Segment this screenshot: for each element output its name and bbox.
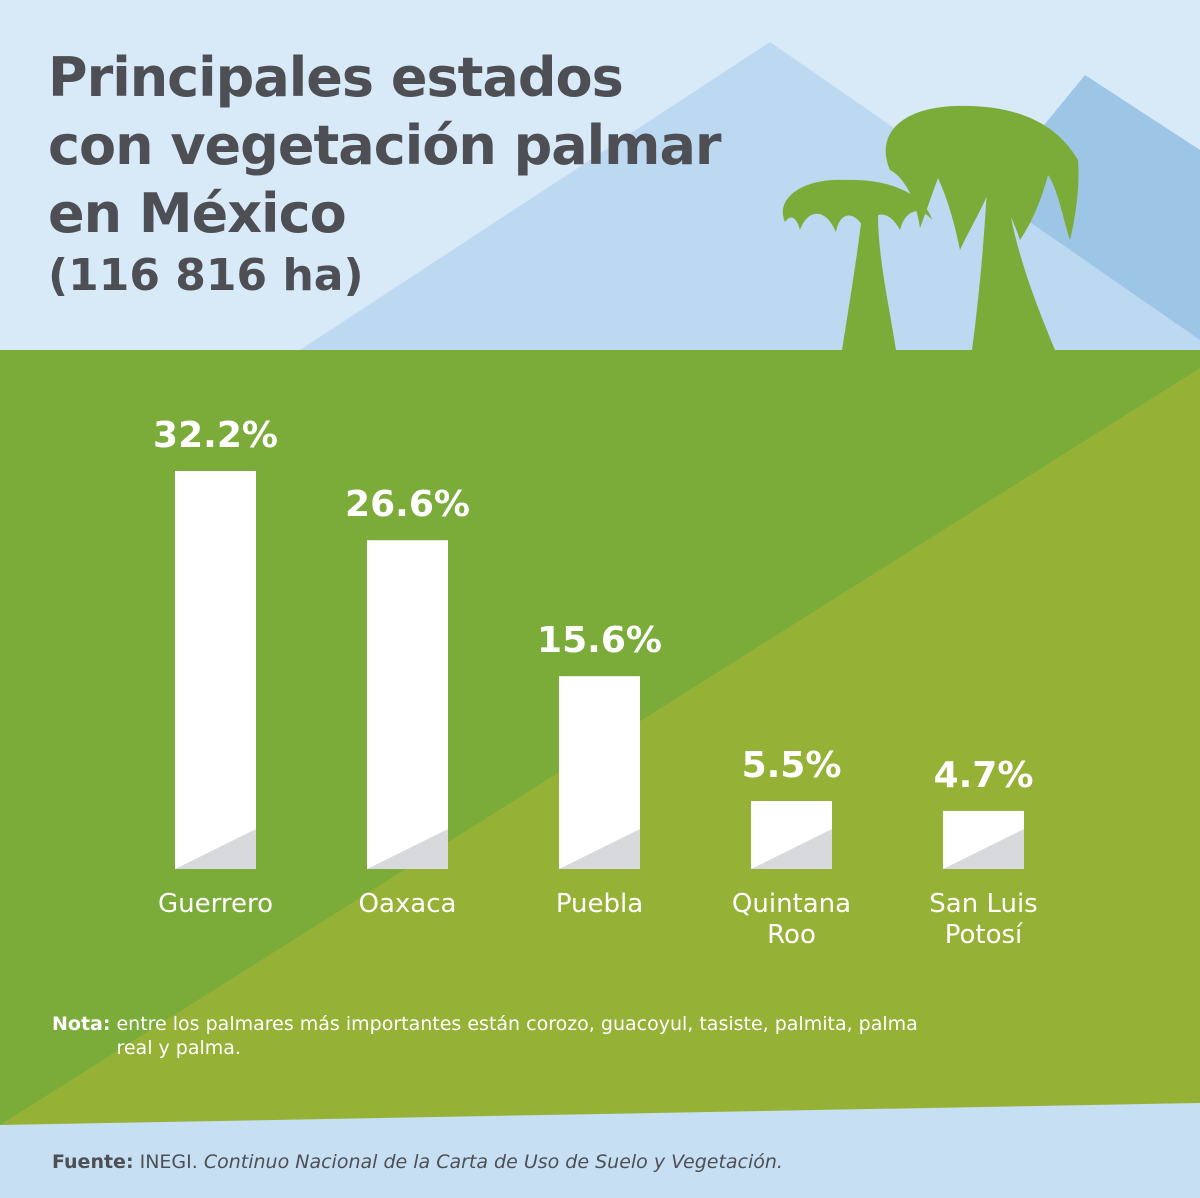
source-title: Continuo Nacional de la Carta de Uso de … <box>203 1151 783 1173</box>
bar-shadow <box>367 829 448 869</box>
title-line: en México <box>48 182 347 245</box>
category-label: San Luis <box>929 889 1037 919</box>
note: Nota: entre los palmares más importantes… <box>52 1012 932 1060</box>
footer-band <box>0 1103 1200 1198</box>
bar-shadow <box>175 829 256 869</box>
bar <box>367 540 448 869</box>
category-label: Potosí <box>945 920 1023 950</box>
category-label: Puebla <box>556 889 643 919</box>
palm-trees-icon <box>782 105 1079 350</box>
value-label: 5.5% <box>742 745 842 786</box>
bar <box>175 471 256 869</box>
category-label: Quintana <box>732 889 851 919</box>
note-text: entre los palmares más importantes están… <box>116 1013 918 1059</box>
value-label: 15.6% <box>537 620 662 661</box>
title-line: Principales estados <box>48 46 624 109</box>
category-label: Roo <box>767 920 816 950</box>
source-label: Fuente: <box>52 1151 134 1173</box>
title-line: con vegetación palmar <box>48 114 722 177</box>
mountain-front <box>300 42 1200 350</box>
value-label: 26.6% <box>345 484 470 525</box>
source-footer: Fuente: INEGI. Continuo Nacional de la C… <box>52 1151 783 1173</box>
value-label: 4.7% <box>934 755 1034 796</box>
chart-title: Principales estados con vegetación palma… <box>48 44 722 248</box>
source-org: INEGI. <box>139 1151 198 1173</box>
bar-shadow <box>943 829 1024 869</box>
value-label: 32.2% <box>153 415 278 456</box>
chart-subtitle: (116 816 ha) <box>48 250 364 301</box>
category-label: Oaxaca <box>359 889 457 919</box>
category-label: Guerrero <box>158 889 273 919</box>
bar-shadow <box>559 829 640 869</box>
bar-shadow <box>751 829 832 869</box>
note-label: Nota: <box>52 1013 111 1035</box>
